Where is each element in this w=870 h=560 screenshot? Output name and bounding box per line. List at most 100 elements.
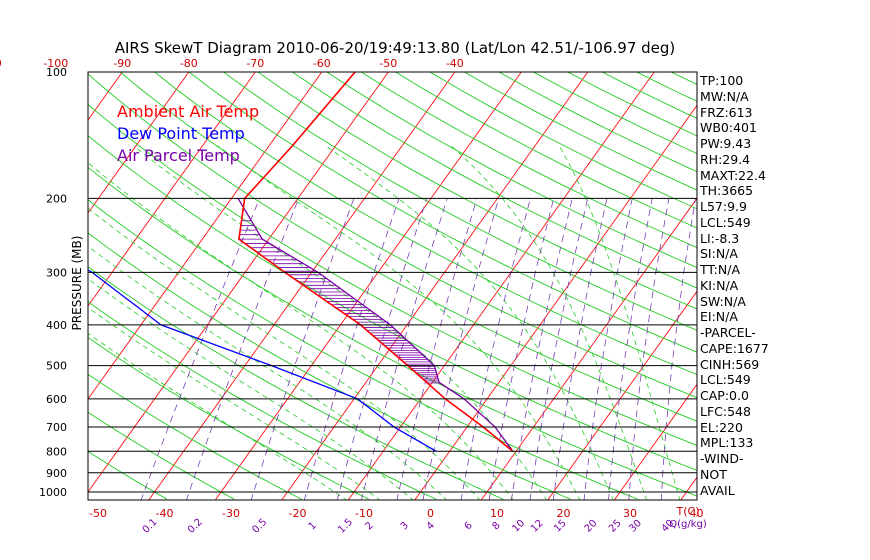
dry-adiabat	[88, 301, 437, 500]
mixing-ratio-tick-label: 4	[425, 520, 437, 532]
dry-adiabat	[498, 72, 697, 173]
mixing-ratio-tick-label: 0.2	[186, 517, 205, 536]
mixing-ratio-line	[608, 198, 653, 500]
stability-index-label: MPL:133	[700, 435, 754, 451]
dry-adiabat	[222, 72, 697, 331]
mixing-ratio-tick-label: 10	[510, 518, 527, 535]
pressure-tick-label: 1000	[39, 486, 67, 499]
stability-index-label: AVAIL	[700, 482, 735, 498]
mixing-ratio-line	[529, 198, 589, 500]
dry-adiabat	[88, 232, 571, 500]
mixing-ratio-tick-label: 25	[607, 518, 624, 535]
chart-title: AIRS SkewT Diagram 2010-06-20/19:49:13.8…	[115, 39, 676, 57]
dry-adiabat	[88, 135, 697, 471]
dry-adiabat	[360, 72, 697, 249]
isotherm	[0, 63, 63, 501]
mixing-ratio-tick-label: 1.5	[336, 517, 355, 536]
mixing-ratio-line	[488, 198, 555, 500]
mixing-ratio-line	[396, 198, 478, 500]
stability-index-label: TT:N/A	[700, 262, 741, 277]
dry-adiabat	[153, 72, 697, 376]
dry-adiabat	[88, 373, 302, 500]
top-temp-tick-label: -100	[43, 57, 68, 70]
pressure-tick-label: 400	[46, 319, 67, 332]
isotherm	[747, 63, 870, 501]
mixing-ratio-line	[140, 198, 260, 500]
mixing-ratio-line	[303, 198, 400, 500]
stability-index-label: CINH:569	[700, 356, 760, 372]
stability-index-label: MW:N/A	[700, 88, 749, 104]
bottom-temp-tick-label: 0	[427, 507, 434, 520]
dry-adiabat	[88, 411, 235, 500]
legend-entry: Dew Point Temp	[117, 124, 245, 143]
stability-index-label: FRZ:613	[700, 104, 753, 120]
mixing-ratio-line	[361, 198, 448, 500]
pressure-tick-label: 700	[46, 421, 67, 434]
mixing-ratio-line	[460, 198, 531, 500]
isotherm	[88, 72, 389, 493]
stability-index-label: EI:N/A	[700, 309, 738, 325]
stability-index-label: LFC:548	[700, 403, 751, 419]
mixing-ratio-tick-label: 2	[364, 520, 376, 532]
isotherm	[547, 290, 697, 500]
legend-entry: Air Parcel Temp	[117, 146, 240, 165]
isotherm	[88, 72, 323, 400]
mixing-ratio-line	[422, 198, 500, 500]
stability-index-label: -WIND-	[700, 451, 744, 466]
dry-adiabat	[325, 72, 697, 269]
bottom-temp-tick-label: 40	[690, 507, 704, 520]
stability-index-label: SW:N/A	[700, 293, 746, 309]
bottom-temp-tick-label: -20	[289, 507, 307, 520]
stability-index-label: LI:-8.3	[700, 230, 740, 246]
mixing-ratio-tick-label: 1	[307, 520, 319, 532]
dry-adiabat	[88, 266, 504, 500]
pressure-tick-label: 500	[46, 360, 67, 373]
stability-index-label: LCL:549	[700, 372, 751, 388]
dry-adiabat	[188, 72, 697, 353]
y-axis-label: PRESSURE (MB)	[70, 236, 84, 331]
isotherm	[414, 104, 697, 500]
bottom-temp-tick-label: 20	[557, 507, 571, 520]
pressure-tick-label: 200	[46, 192, 67, 205]
top-temp-tick-label: -60	[313, 57, 331, 70]
dry-adiabat	[532, 72, 697, 155]
mixing-ratio-tick-label: 8	[490, 520, 502, 532]
pressure-tick-label: 800	[46, 445, 67, 458]
pressure-tick-label: 900	[46, 467, 67, 480]
stability-index-label: RH:29.4	[700, 151, 751, 167]
stability-index-label: TH:3665	[700, 183, 754, 199]
bottom-temp-tick-label: 10	[490, 507, 504, 520]
stability-index-label: MAXT:22.4	[700, 167, 766, 183]
mixing-ratio-tick-label: 6	[463, 520, 475, 532]
stability-index-label: LCL:549	[700, 214, 751, 230]
mixing-ratio-line	[628, 198, 670, 500]
dry-adiabat	[88, 199, 638, 500]
top-temp-tick-label: -80	[180, 57, 198, 70]
dry-adiabat	[88, 103, 697, 446]
stability-index-label: KI:N/A	[700, 277, 739, 293]
legend-entry: Ambient Air Temp	[117, 102, 259, 121]
mixing-ratio-axis-label: Q(g/kg)	[669, 519, 707, 530]
isotherm	[88, 72, 123, 121]
mixing-ratio-line	[185, 198, 299, 500]
moist-adiabat	[133, 145, 547, 500]
ambient-temp-line	[238, 72, 514, 452]
top-temp-tick-label: -40	[446, 57, 464, 70]
stability-index-label: EL:220	[700, 419, 743, 435]
mixing-ratio-line	[583, 198, 633, 500]
bottom-temp-tick-label: -40	[156, 507, 174, 520]
bottom-temp-tick-label: -50	[89, 507, 107, 520]
dry-adiabat	[88, 73, 697, 422]
pressure-tick-label: 100	[46, 66, 67, 79]
isotherm	[88, 72, 190, 214]
dry-adiabat	[257, 72, 697, 310]
plot-frame	[87, 71, 698, 501]
dry-adiabat	[291, 72, 697, 289]
dry-adiabat	[670, 72, 697, 86]
dry-adiabat	[88, 450, 168, 500]
stability-index-label: SI:N/A	[700, 246, 738, 262]
top-temp-tick-label: -110	[0, 57, 2, 70]
pressure-tick-label: 300	[46, 266, 67, 279]
stability-index-label: PW:9.43	[700, 136, 752, 151]
